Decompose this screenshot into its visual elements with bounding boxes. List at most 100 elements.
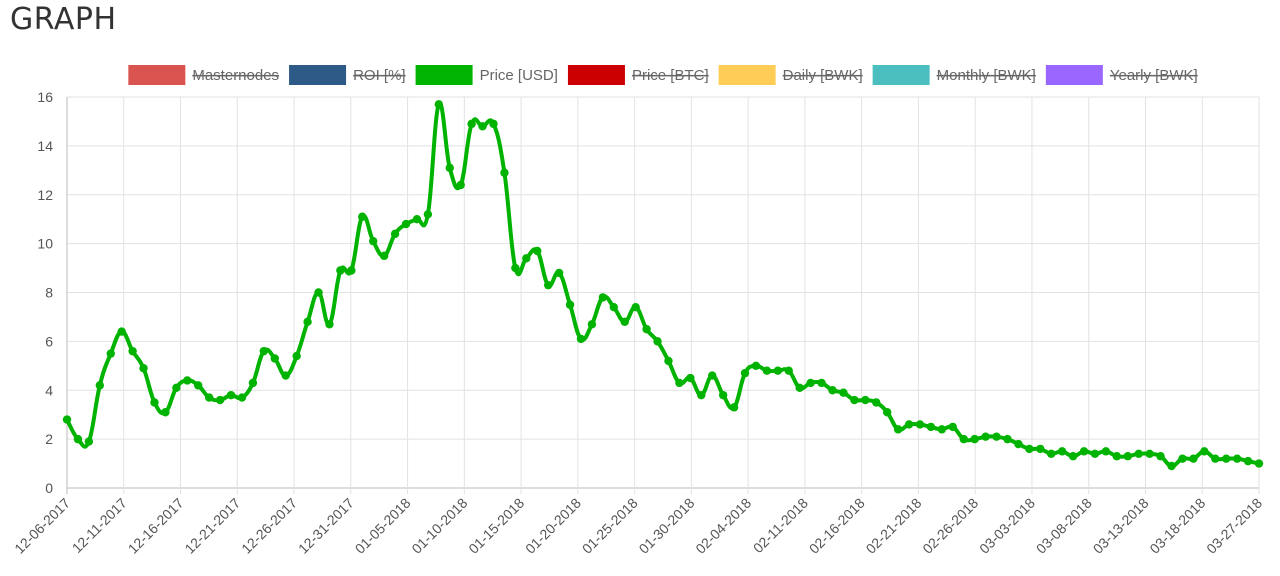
- data-point[interactable]: [697, 390, 706, 400]
- data-point[interactable]: [445, 163, 454, 173]
- data-point[interactable]: [84, 437, 94, 446]
- data-point[interactable]: [740, 368, 750, 378]
- data-point[interactable]: [325, 320, 334, 329]
- data-point[interactable]: [423, 210, 433, 219]
- data-point[interactable]: [390, 229, 400, 239]
- data-point[interactable]: [1079, 447, 1089, 456]
- data-point[interactable]: [347, 266, 356, 275]
- data-point[interactable]: [379, 251, 389, 261]
- data-point[interactable]: [1156, 452, 1165, 461]
- data-point[interactable]: [620, 317, 629, 327]
- data-point[interactable]: [642, 324, 651, 334]
- data-point[interactable]: [981, 432, 990, 441]
- data-point[interactable]: [1101, 447, 1111, 456]
- data-point[interactable]: [565, 300, 575, 309]
- data-point[interactable]: [784, 366, 793, 375]
- data-point[interactable]: [729, 403, 739, 412]
- data-point[interactable]: [456, 180, 465, 190]
- data-point[interactable]: [1189, 454, 1198, 463]
- data-point[interactable]: [959, 434, 968, 444]
- data-point[interactable]: [828, 386, 837, 395]
- data-point[interactable]: [281, 371, 290, 380]
- data-point[interactable]: [478, 122, 487, 131]
- data-point[interactable]: [226, 390, 236, 400]
- data-point[interactable]: [62, 415, 72, 424]
- data-point[interactable]: [751, 361, 761, 371]
- data-point[interactable]: [1211, 454, 1220, 463]
- data-point[interactable]: [554, 268, 564, 278]
- data-point[interactable]: [270, 354, 279, 363]
- legend-item-monthly-bwk[interactable]: Monthly [BWK]: [872, 65, 1036, 85]
- legend-item-price-btc[interactable]: Price [BTC]: [567, 65, 709, 85]
- data-point[interactable]: [664, 356, 673, 366]
- data-point[interactable]: [576, 334, 586, 344]
- data-point[interactable]: [948, 422, 957, 432]
- data-point[interactable]: [1112, 452, 1122, 461]
- data-point[interactable]: [204, 393, 214, 402]
- data-point[interactable]: [686, 373, 695, 383]
- data-point[interactable]: [1036, 444, 1045, 454]
- data-point[interactable]: [215, 395, 225, 405]
- data-point[interactable]: [1145, 449, 1154, 458]
- data-point[interactable]: [73, 434, 83, 444]
- data-point[interactable]: [401, 219, 411, 229]
- data-point[interactable]: [467, 119, 476, 129]
- data-point[interactable]: [1057, 447, 1067, 456]
- data-point[interactable]: [970, 434, 979, 444]
- data-point[interactable]: [1200, 447, 1209, 456]
- data-point[interactable]: [904, 420, 914, 429]
- data-point[interactable]: [1134, 449, 1143, 458]
- data-point[interactable]: [489, 119, 498, 129]
- data-point[interactable]: [1254, 459, 1264, 468]
- data-point[interactable]: [150, 398, 159, 407]
- data-point[interactable]: [708, 371, 717, 380]
- data-point[interactable]: [872, 398, 881, 407]
- data-point[interactable]: [1178, 454, 1187, 463]
- data-point[interactable]: [675, 378, 684, 388]
- data-point[interactable]: [926, 422, 936, 432]
- legend-item-daily-bwk[interactable]: Daily [BWK]: [718, 65, 863, 85]
- data-point[interactable]: [861, 395, 870, 405]
- data-point[interactable]: [609, 302, 618, 312]
- data-point[interactable]: [839, 388, 848, 397]
- data-point[interactable]: [358, 212, 367, 221]
- data-point[interactable]: [522, 254, 531, 263]
- data-point[interactable]: [1090, 449, 1100, 458]
- data-point[interactable]: [1047, 449, 1056, 458]
- data-point[interactable]: [412, 214, 422, 224]
- data-point[interactable]: [500, 168, 509, 177]
- data-point[interactable]: [336, 266, 345, 275]
- data-point[interactable]: [117, 327, 126, 336]
- data-point[interactable]: [1221, 454, 1231, 463]
- data-point[interactable]: [631, 302, 640, 312]
- data-point[interactable]: [1014, 439, 1023, 449]
- data-point[interactable]: [653, 337, 662, 346]
- data-point[interactable]: [587, 320, 597, 329]
- data-point[interactable]: [172, 383, 181, 393]
- data-point[interactable]: [248, 378, 258, 388]
- data-point[interactable]: [806, 378, 815, 388]
- data-point[interactable]: [139, 364, 148, 373]
- data-point[interactable]: [543, 280, 553, 290]
- data-point[interactable]: [369, 236, 378, 246]
- data-point[interactable]: [533, 246, 542, 256]
- data-point[interactable]: [95, 381, 105, 390]
- legend-item-roi[interactable]: ROI [%]: [289, 65, 406, 85]
- data-point[interactable]: [194, 381, 203, 390]
- data-point[interactable]: [183, 376, 192, 385]
- legend-item-price-usd[interactable]: Price [USD]: [415, 65, 558, 85]
- data-point[interactable]: [992, 432, 1001, 441]
- data-point[interactable]: [434, 100, 444, 109]
- data-point[interactable]: [795, 383, 804, 393]
- data-point[interactable]: [882, 408, 892, 417]
- data-point[interactable]: [314, 288, 323, 297]
- data-point[interactable]: [259, 346, 269, 356]
- data-point[interactable]: [1167, 461, 1176, 471]
- data-point[interactable]: [1068, 452, 1078, 461]
- data-point[interactable]: [128, 346, 137, 356]
- data-point[interactable]: [1003, 434, 1012, 444]
- data-point[interactable]: [106, 349, 115, 358]
- data-point[interactable]: [161, 408, 170, 417]
- data-point[interactable]: [915, 420, 925, 429]
- data-point[interactable]: [1232, 454, 1242, 463]
